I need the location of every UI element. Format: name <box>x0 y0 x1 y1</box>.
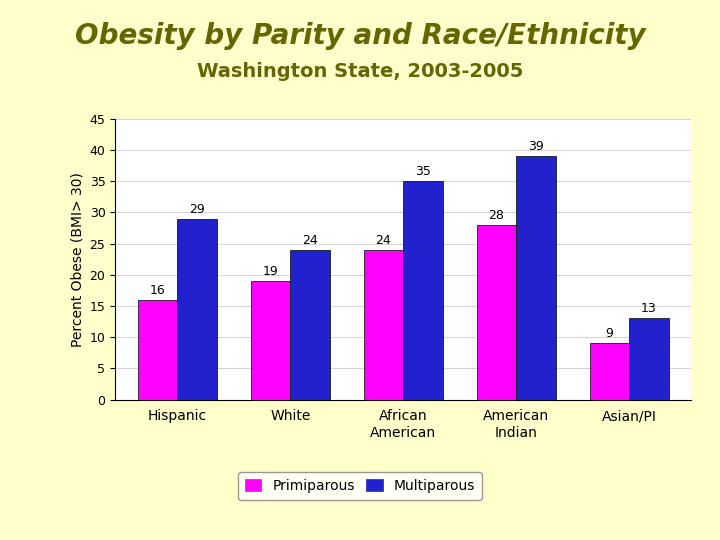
Y-axis label: Percent Obese (BMI> 30): Percent Obese (BMI> 30) <box>70 172 84 347</box>
Text: Obesity by Parity and Race/Ethnicity: Obesity by Parity and Race/Ethnicity <box>75 22 645 50</box>
Bar <box>629 319 669 400</box>
Text: 29: 29 <box>189 202 205 215</box>
Bar <box>177 219 217 400</box>
Text: 16: 16 <box>150 284 166 296</box>
Text: 35: 35 <box>415 165 431 178</box>
Text: 24: 24 <box>302 234 318 247</box>
Bar <box>364 250 403 400</box>
Bar <box>138 300 177 400</box>
Bar <box>403 181 443 400</box>
Bar <box>251 281 290 400</box>
Text: 28: 28 <box>488 209 504 222</box>
Legend: Primiparous, Multiparous: Primiparous, Multiparous <box>238 472 482 500</box>
Text: 13: 13 <box>641 302 657 315</box>
Bar <box>477 225 516 400</box>
Bar <box>516 156 556 400</box>
Text: 24: 24 <box>376 234 391 247</box>
Text: 39: 39 <box>528 140 544 153</box>
Text: 9: 9 <box>606 327 613 340</box>
Bar <box>590 343 629 400</box>
Text: Washington State, 2003-2005: Washington State, 2003-2005 <box>197 62 523 81</box>
Bar <box>290 250 330 400</box>
Text: 19: 19 <box>263 265 279 278</box>
